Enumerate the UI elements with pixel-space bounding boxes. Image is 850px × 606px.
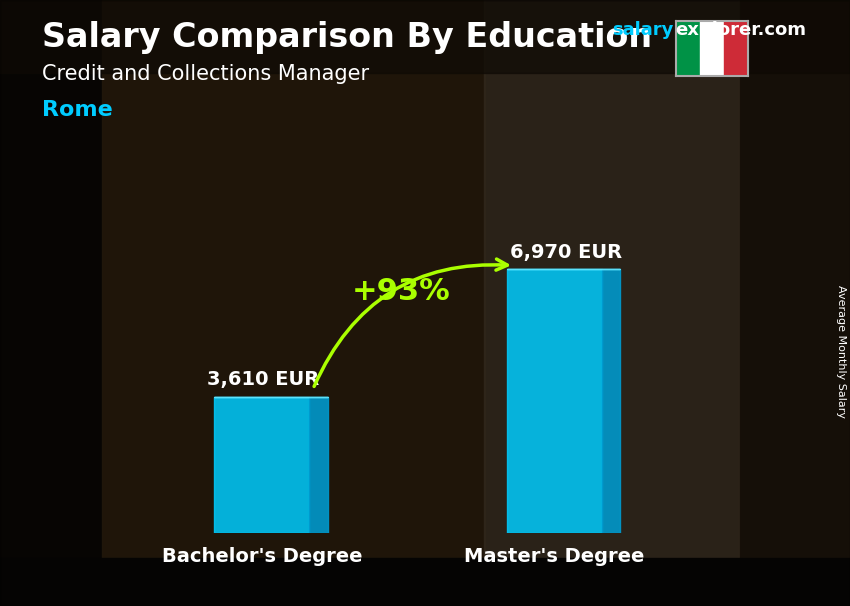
Text: Average Monthly Salary: Average Monthly Salary (836, 285, 846, 418)
Bar (214, 396, 309, 533)
Text: Salary Comparison By Education: Salary Comparison By Education (42, 21, 653, 54)
Text: salary: salary (612, 21, 673, 39)
Bar (0, 0, 850, 73)
Text: explorer.com: explorer.com (676, 21, 807, 39)
Bar (0, 0, 102, 606)
Bar (507, 269, 602, 533)
Text: +93%: +93% (351, 277, 450, 306)
Bar (700, 21, 724, 76)
Bar (676, 21, 700, 76)
Text: 6,970 EUR: 6,970 EUR (510, 243, 622, 262)
Polygon shape (602, 269, 620, 533)
Text: Credit and Collections Manager: Credit and Collections Manager (42, 64, 370, 84)
Text: Rome: Rome (42, 100, 113, 120)
Bar (724, 21, 748, 76)
Bar (0, 558, 850, 606)
Bar (102, 0, 484, 558)
Bar (484, 0, 740, 558)
Text: 3,610 EUR: 3,610 EUR (207, 370, 320, 389)
Polygon shape (309, 396, 327, 533)
Bar (740, 0, 850, 606)
